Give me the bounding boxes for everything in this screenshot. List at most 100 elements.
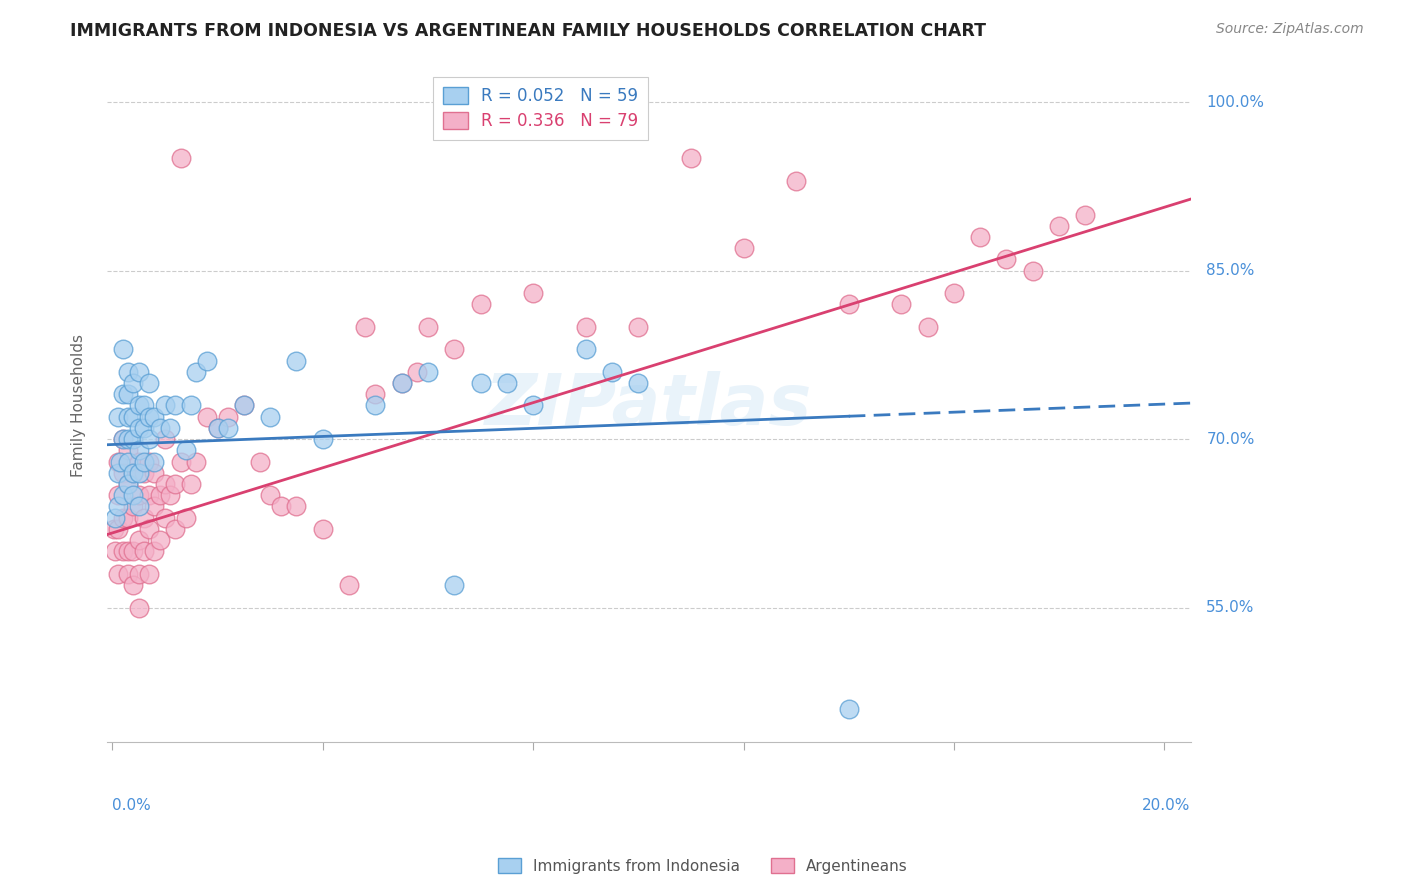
Text: ZIPatlas: ZIPatlas [485,371,813,440]
Point [170,152,193,166]
Point [232,399,254,413]
Point [627,319,650,334]
Point [159,421,181,435]
Point [522,286,544,301]
Point [128,365,150,379]
Point [128,454,150,468]
Point [122,500,145,514]
Point [838,701,860,715]
Point [165,399,187,413]
Text: 55.0%: 55.0% [1206,600,1254,615]
Point [128,443,150,458]
Point [207,421,229,435]
Point [733,241,755,255]
Point [138,432,160,446]
Point [122,578,145,592]
Point [522,399,544,413]
Point [443,343,465,357]
Point [122,409,145,424]
Text: 100.0%: 100.0% [1206,95,1264,110]
Text: IMMIGRANTS FROM INDONESIA VS ARGENTINEAN FAMILY HOUSEHOLDS CORRELATION CHART: IMMIGRANTS FROM INDONESIA VS ARGENTINEAN… [70,22,986,40]
Point [132,510,155,524]
Point [122,466,145,480]
Point [416,365,439,379]
Point [111,488,134,502]
Point [785,174,807,188]
Point [337,578,360,592]
Point [364,387,387,401]
Point [969,230,991,244]
Point [153,432,176,446]
Point [232,399,254,413]
Point [942,286,965,301]
Point [153,477,176,491]
Point [174,510,197,524]
Point [107,500,129,514]
Point [143,409,166,424]
Point [153,510,176,524]
Point [470,376,492,390]
Point [159,488,181,502]
Point [107,566,129,581]
Point [312,432,335,446]
Point [122,466,145,480]
Point [107,409,129,424]
Text: Source: ZipAtlas.com: Source: ZipAtlas.com [1216,22,1364,37]
Point [285,500,308,514]
Point [679,152,702,166]
Point [259,488,281,502]
Point [117,454,139,468]
Point [132,454,155,468]
Point [103,522,125,536]
Point [217,409,239,424]
Point [391,376,413,390]
Point [143,544,166,558]
Point [312,522,335,536]
Point [364,399,387,413]
Point [195,409,218,424]
Point [122,376,145,390]
Point [259,409,281,424]
Point [1047,219,1070,233]
Point [132,466,155,480]
Legend: Immigrants from Indonesia, Argentineans: Immigrants from Indonesia, Argentineans [492,852,914,880]
Point [111,510,134,524]
Point [132,421,155,435]
Point [180,477,202,491]
Point [117,409,139,424]
Text: 20.0%: 20.0% [1142,798,1191,814]
Point [143,466,166,480]
Point [249,454,271,468]
Point [217,421,239,435]
Point [149,421,172,435]
Point [207,421,229,435]
Point [117,477,139,491]
Point [117,510,139,524]
Point [285,353,308,368]
Point [107,522,129,536]
Point [104,510,127,524]
Point [111,432,134,446]
Point [138,522,160,536]
Point [128,399,150,413]
Point [838,297,860,311]
Point [128,500,150,514]
Point [575,343,598,357]
Point [391,376,413,390]
Point [138,376,160,390]
Point [600,365,623,379]
Point [107,454,129,468]
Point [1022,263,1045,277]
Point [122,544,145,558]
Point [117,544,139,558]
Point [128,421,150,435]
Point [132,399,155,413]
Text: 85.0%: 85.0% [1206,263,1254,278]
Point [111,544,134,558]
Point [104,544,127,558]
Point [117,387,139,401]
Point [195,353,218,368]
Point [186,454,208,468]
Point [149,488,172,502]
Y-axis label: Family Households: Family Households [72,334,86,477]
